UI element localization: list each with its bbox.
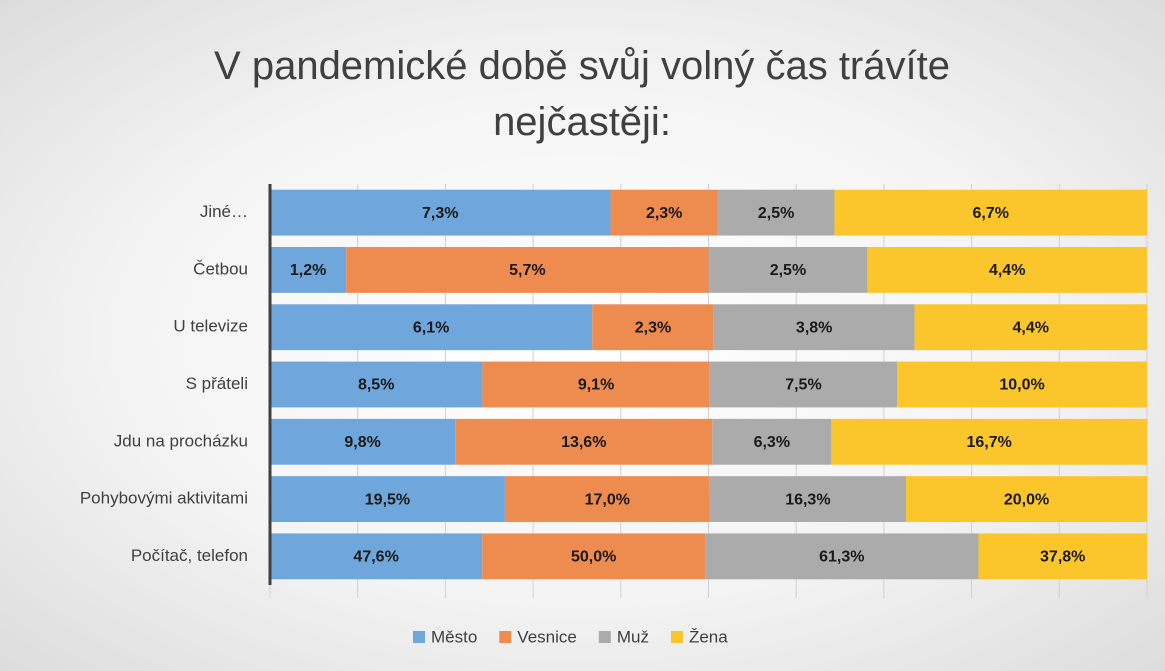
bar-segment	[709, 361, 898, 408]
legend-label: Muž	[617, 627, 649, 646]
y-tick-label: Počítač, telefon	[131, 546, 248, 565]
bar-segment	[610, 189, 718, 236]
data-label: 1,2%	[290, 262, 326, 279]
bar-segment	[270, 476, 505, 522]
bar-segment	[270, 304, 593, 351]
bar-segment	[708, 247, 868, 293]
bar-segment	[978, 533, 1147, 580]
data-label: 47,6%	[353, 549, 398, 566]
bar-segment	[270, 189, 611, 236]
data-label: 2,5%	[770, 262, 806, 279]
bar-segment	[834, 189, 1147, 236]
bar-segment	[897, 361, 1147, 408]
data-label: 6,3%	[754, 434, 790, 451]
bar-segment	[482, 361, 710, 408]
legend-swatch	[598, 631, 611, 643]
legend-swatch	[670, 631, 683, 643]
bar-segment	[705, 533, 979, 580]
bar-segment	[717, 189, 835, 236]
data-label: 4,4%	[989, 262, 1025, 279]
data-label: 19,5%	[365, 491, 410, 508]
y-tick-label: Četbou	[193, 259, 248, 278]
bar-segment	[906, 476, 1147, 522]
data-label: 20,0%	[1004, 491, 1049, 508]
data-label: 50,0%	[571, 549, 616, 566]
data-label: 17,0%	[585, 491, 630, 508]
legend-label: Město	[431, 627, 477, 646]
bar-segment	[504, 476, 710, 522]
data-label: 2,3%	[646, 205, 682, 222]
bar-segment	[346, 247, 709, 293]
bar-segment	[831, 418, 1147, 465]
bar-segment	[712, 418, 832, 465]
data-label: 16,7%	[966, 434, 1011, 451]
bar-segment	[867, 247, 1147, 293]
data-label: 6,1%	[413, 319, 449, 336]
data-label: 7,3%	[422, 205, 458, 222]
legend-swatch	[413, 631, 425, 643]
chart-title: V pandemické době svůj volný čas trávíte…	[214, 44, 950, 144]
data-label: 2,3%	[635, 319, 671, 336]
data-label: 37,8%	[1040, 549, 1085, 566]
data-label: 2,5%	[758, 205, 794, 222]
data-label: 10,0%	[999, 377, 1044, 394]
data-label: 3,8%	[796, 319, 832, 336]
bar-segment	[455, 418, 713, 465]
y-tick-label: Jiné…	[200, 202, 248, 221]
bar-segment	[713, 304, 915, 351]
data-label: 9,1%	[578, 377, 614, 394]
bar-segment	[270, 247, 347, 293]
data-label: 7,5%	[785, 377, 821, 394]
bar-segment	[482, 533, 706, 580]
y-tick-label: Jdu na procházku	[114, 431, 248, 450]
bar-segment	[270, 533, 483, 580]
data-label: 6,7%	[972, 205, 1008, 222]
y-tick-label: S přáteli	[186, 374, 248, 393]
data-label: 13,6%	[561, 434, 606, 451]
bar-segment	[914, 304, 1147, 351]
data-label: 9,8%	[344, 434, 380, 451]
data-label: 16,3%	[785, 491, 830, 508]
data-label: 4,4%	[1013, 319, 1049, 336]
legend-swatch	[499, 631, 512, 643]
bar-segment	[270, 361, 483, 408]
y-tick-label: U televize	[173, 317, 248, 336]
legend-label: Žena	[689, 627, 728, 646]
y-tick-label: Pohybovými aktivitami	[80, 489, 248, 508]
bar-segment	[709, 476, 907, 522]
data-label: 8,5%	[358, 377, 394, 394]
data-label: 61,3%	[819, 549, 864, 566]
data-label: 5,7%	[509, 262, 545, 279]
bar-segment	[270, 418, 456, 465]
bar-segment	[592, 304, 714, 351]
legend-label: Vesnice	[517, 627, 577, 646]
